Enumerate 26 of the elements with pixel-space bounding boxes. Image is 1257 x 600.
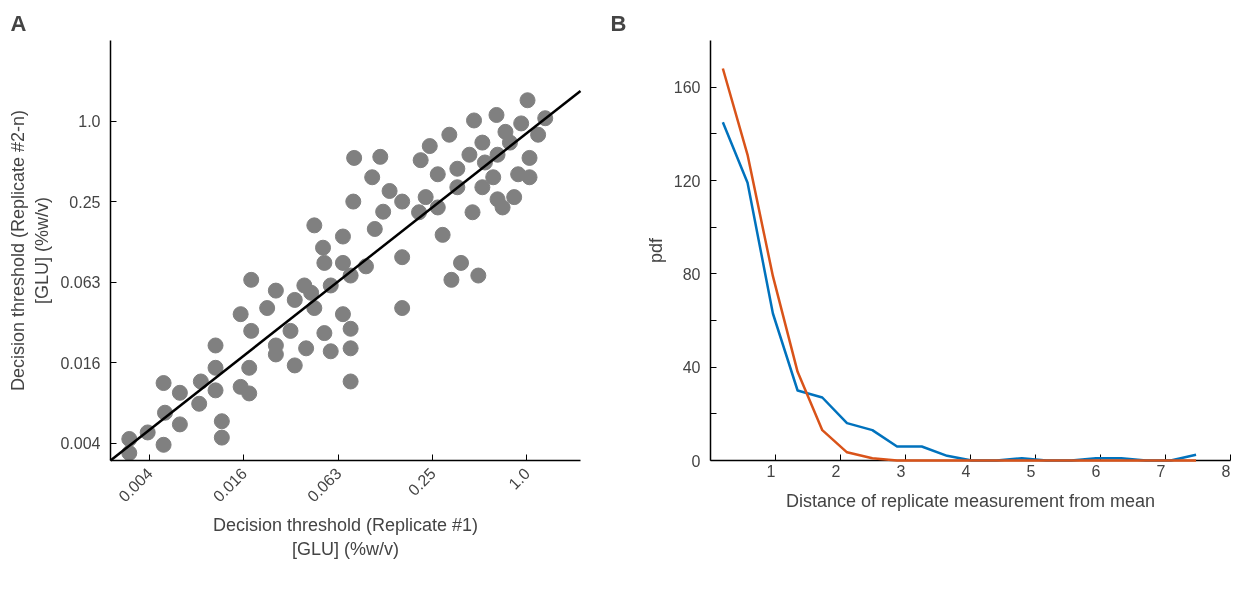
- y-tick-label: 160: [673, 79, 701, 97]
- x-tick-label: 4: [961, 462, 971, 480]
- y-tick-label: 40: [682, 359, 701, 377]
- y-tick-label: 0.004: [60, 435, 101, 453]
- x-tick-label: 1: [766, 462, 776, 480]
- y-tick-label: 120: [673, 172, 701, 190]
- x-tick-label: 2: [831, 462, 841, 480]
- x-tick-label: 8: [1221, 462, 1231, 480]
- y-axis-title: pdf: [645, 236, 666, 264]
- x-tick-label: 3: [896, 462, 906, 480]
- x-axis-title: Distance of replicate measurement from mean: [785, 490, 1156, 511]
- chart-title: B: [610, 10, 627, 36]
- x-tick-label: 1.0: [505, 464, 534, 493]
- y-tick-label: 0.016: [60, 354, 101, 372]
- y-tick-label: 80: [682, 265, 701, 283]
- y-tick-label: 0.25: [69, 193, 101, 211]
- y-axis-title: Decision threshold (Replicate #2-n) [GLU] (%w/v): [8, 109, 53, 392]
- x-tick-label: 5: [1026, 462, 1036, 480]
- x-tick-label: 0.25: [404, 464, 439, 499]
- y-tick-label: 0.063: [60, 274, 101, 292]
- x-tick-label: 6: [1091, 462, 1101, 480]
- x-axis-title: Decision threshold (Replicate #1) [GLU] (%w/v): [212, 515, 479, 560]
- chart-title: A: [10, 10, 27, 36]
- y-tick-label: 1.0: [78, 113, 101, 131]
- y-tick-label: 0: [691, 452, 701, 470]
- x-tick-label: 7: [1156, 462, 1166, 480]
